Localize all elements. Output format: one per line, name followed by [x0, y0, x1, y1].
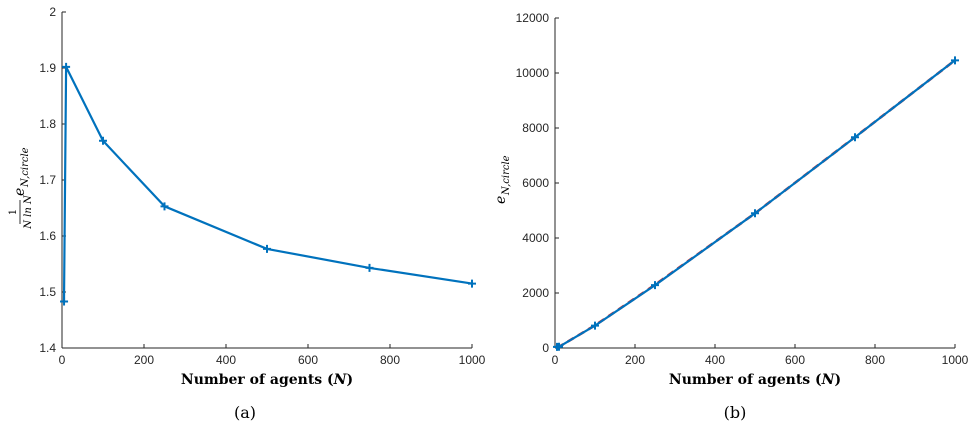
y-axis-label-b: e N,circle — [493, 155, 512, 204]
data-point-a — [160, 202, 169, 211]
caption-a: (a) — [234, 403, 256, 422]
y-label-subscript-b: N,circle — [501, 155, 512, 196]
y-tick-label-b: 6000 — [522, 176, 549, 190]
y-label-e-a: e — [12, 188, 28, 196]
y-tick-label-a: 1.9 — [39, 61, 56, 75]
data-point-b — [951, 56, 959, 65]
data-point-a — [468, 279, 476, 288]
chart-panel-b: 0 200 400 600 800 100002000400060008000100001… — [493, 11, 969, 422]
y-tick-label-a: 1.4 — [39, 341, 56, 355]
y-tick-label-b: 4000 — [522, 231, 549, 245]
y-tick-label-a: 1.7 — [39, 173, 56, 187]
y-label-numerator-a: 1 — [8, 209, 19, 215]
x-tick-label-a: 1000 — [459, 353, 486, 367]
data-point-b — [651, 281, 659, 290]
y-tick-label-a: 1.6 — [39, 229, 56, 243]
x-axis-label-a: Number of agents (N) — [181, 372, 353, 388]
x-tick-label-b: 600 — [785, 353, 805, 367]
y-tick-label-a: 1.5 — [39, 285, 56, 299]
data-point-a — [60, 297, 69, 306]
x-tick-label-b: 400 — [705, 353, 725, 367]
x-tick-label-b: 0 — [552, 353, 559, 367]
chart-panel-a: 0 200 400 600 800 1000 1.4 1.5 1.6 1.7 1.8 1.9 2 Num… — [8, 5, 486, 422]
y-tick-label-b: 2000 — [522, 286, 549, 300]
data-point-a — [263, 244, 271, 253]
y-label-denominator-a: N ln N — [23, 194, 34, 230]
y-axis-label-a: 1 N ln N e N,circle — [8, 147, 34, 229]
y-tick-label-b: 12000 — [516, 11, 550, 25]
plot-area-a: 0 200 400 600 800 1000 1.4 1.5 1.6 1.7 1.8 1.9 2 — [39, 5, 485, 367]
x-tick-label-a: 600 — [298, 353, 318, 367]
caption-b: (b) — [724, 403, 747, 422]
y-tick-label-a: 1.8 — [39, 117, 56, 131]
y-tick-label-b: 8000 — [522, 121, 549, 135]
y-tick-label-b: 0 — [542, 341, 549, 355]
plot-area-b: 0 200 400 600 800 100002000400060008000100001… — [516, 11, 969, 367]
x-tick-label-b: 800 — [865, 353, 885, 367]
y-label-subscript-a: N,circle — [20, 147, 31, 188]
y-tick-label-b: 10000 — [516, 66, 550, 80]
x-tick-label-a: 200 — [134, 353, 154, 367]
data-point-a — [62, 62, 71, 71]
x-tick-label-b: 1000 — [942, 353, 969, 367]
data-point-b — [851, 133, 859, 142]
x-tick-label-a: 0 — [59, 353, 66, 367]
data-point-b — [751, 209, 759, 218]
y-label-e-b: e — [493, 196, 509, 204]
x-tick-label-a: 400 — [216, 353, 236, 367]
series-line-a-0 — [62, 65, 473, 302]
data-point-b — [591, 321, 599, 330]
x-axis-label-b: Number of agents (N) — [669, 372, 841, 388]
x-tick-label-b: 200 — [625, 353, 645, 367]
data-point-a — [99, 136, 107, 145]
x-tick-label-a: 800 — [380, 353, 400, 367]
data-point-a — [365, 263, 374, 272]
data-point-b — [555, 342, 563, 351]
series-line-b-1 — [556, 59, 956, 348]
series-line-b-0 — [556, 59, 956, 349]
y-tick-label-a: 2 — [49, 5, 56, 19]
